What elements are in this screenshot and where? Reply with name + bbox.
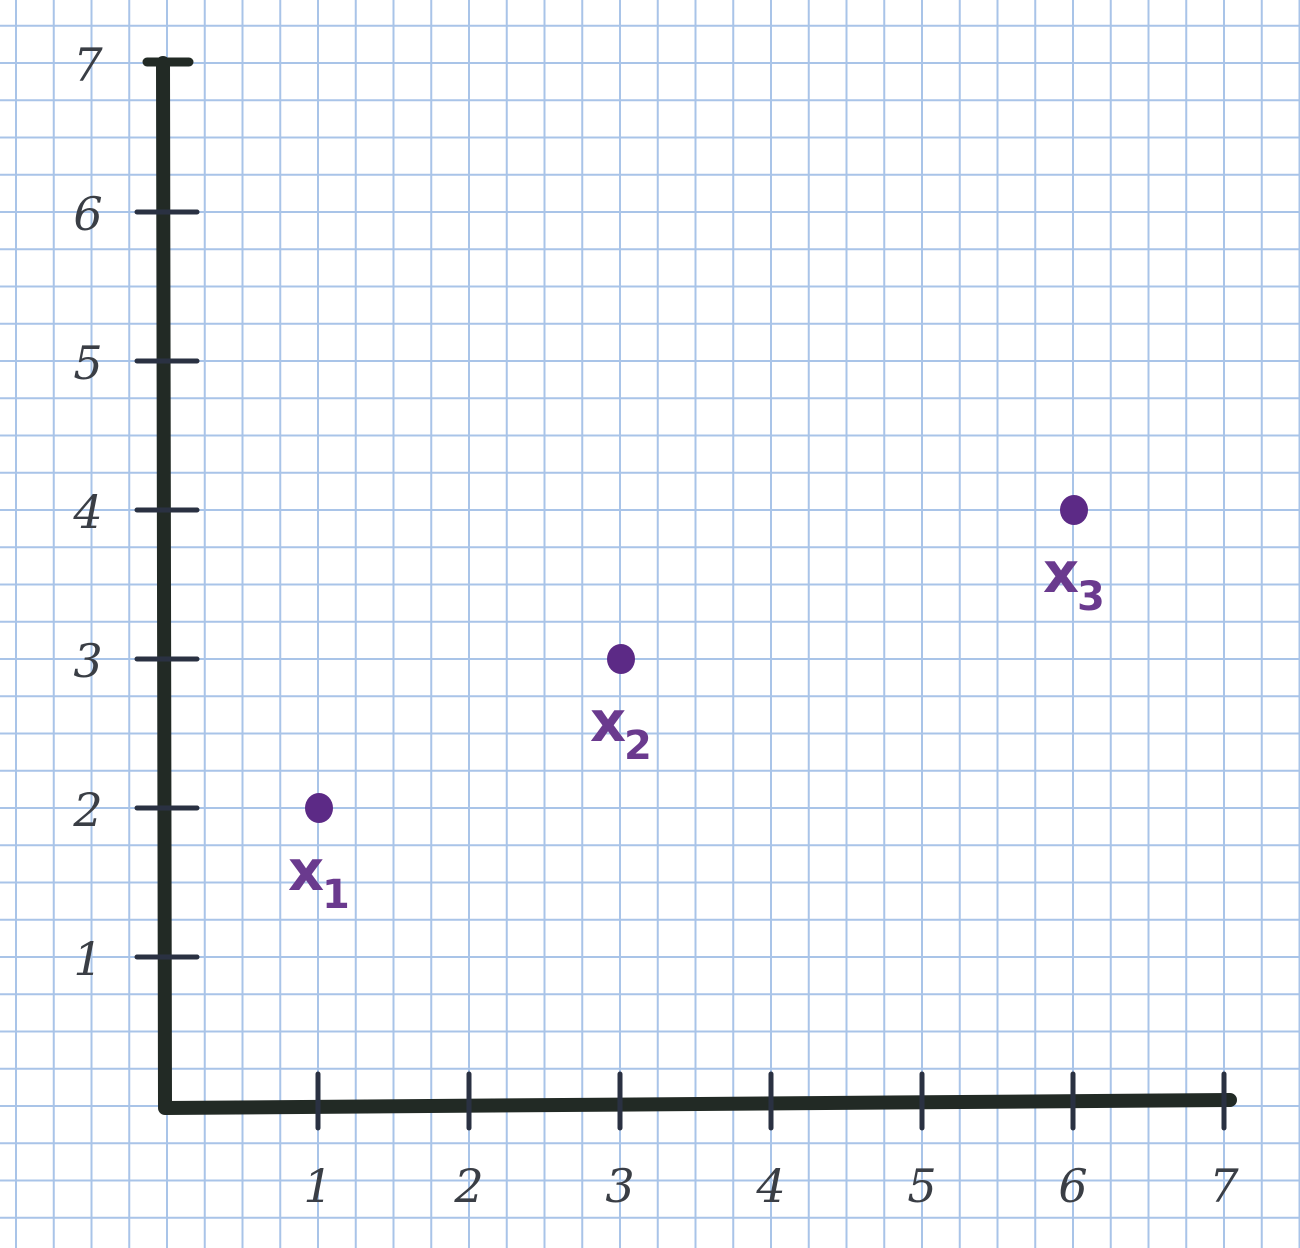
x-tick-label: 7	[1209, 1159, 1239, 1213]
point-label: x	[288, 839, 324, 904]
x-tick-label: 4	[755, 1159, 785, 1213]
tick-labels: 1 2 3 4 5 6 7 1 2 3 4 5 6 7	[72, 38, 1239, 1213]
x-axis	[158, 1093, 1237, 1115]
y-axis	[156, 56, 172, 1113]
x-tick-label: 3	[605, 1159, 634, 1213]
y-tick-label: 1	[73, 932, 102, 986]
y-tick-label: 2	[72, 783, 102, 837]
point-label-subscript: 1	[322, 872, 350, 918]
y-tick-label: 6	[73, 187, 102, 241]
data-point	[1060, 495, 1088, 525]
point-label: x	[590, 690, 626, 755]
x-tick-label: 1	[303, 1159, 332, 1213]
y-tick-label: 7	[73, 38, 103, 92]
x-tick-label: 6	[1058, 1159, 1087, 1213]
axes	[142, 56, 1237, 1115]
tick-marks	[134, 209, 1227, 1131]
point-label-subscript: 2	[624, 723, 652, 769]
y-tick-label: 3	[73, 634, 102, 688]
point-label: x	[1043, 541, 1079, 606]
point-label-subscript: 3	[1077, 574, 1105, 620]
y-tick-label: 5	[73, 336, 102, 390]
y-tick-label: 4	[72, 485, 102, 539]
x-tick-label: 5	[907, 1159, 936, 1213]
x-tick-label: 2	[453, 1159, 483, 1213]
data-point	[607, 644, 635, 674]
data-point	[305, 793, 333, 823]
